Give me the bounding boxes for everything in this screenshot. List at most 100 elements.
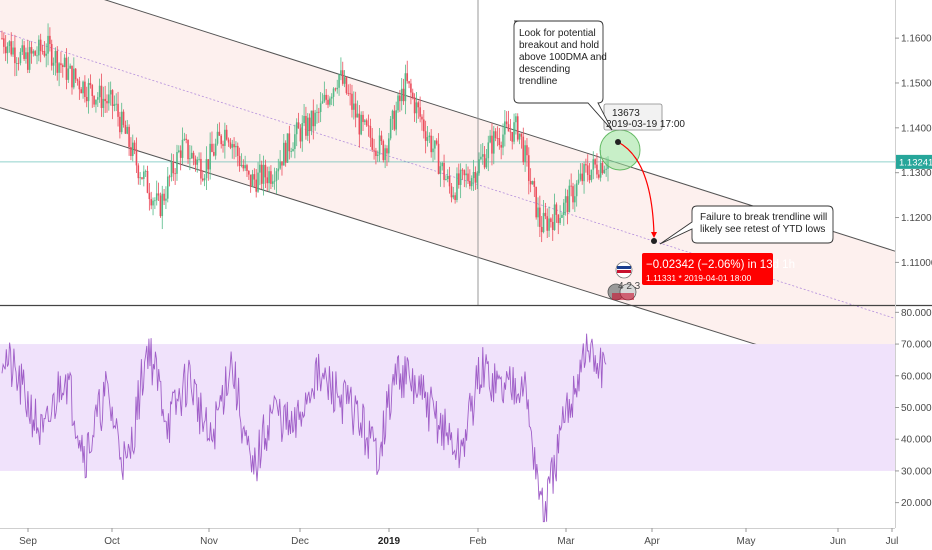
candle-body: [259, 164, 261, 173]
price-axis[interactable]: 1.16000 1.15000 1.14000 1.13000 1.12000 1.110…: [895, 34, 932, 269]
candle-body: [586, 165, 589, 175]
candle-body: [25, 52, 27, 59]
candle-body: [492, 131, 495, 154]
candle-body: [207, 159, 210, 170]
callout-breakout-text: Look for potential breakout and hold above…: [519, 28, 607, 87]
rsi-axis[interactable]: 80.0000 70.0000 60.0000 50.0000 40.0000 30.00…: [895, 308, 932, 509]
candle-body: [111, 90, 114, 106]
candle-body: [1, 38, 3, 39]
candle-body: [36, 55, 38, 57]
projection-target-text: 1.11331 * 2019-04-01 18:00: [646, 273, 752, 283]
candle-body: [411, 92, 414, 98]
candle-body: [292, 148, 294, 152]
candle-body: [485, 158, 488, 168]
candle-body: [327, 99, 329, 105]
trend-channel-upper-line[interactable]: [0, 0, 896, 252]
candle-body: [56, 50, 59, 73]
candle-body: [32, 51, 35, 54]
candle-body: [185, 138, 187, 140]
candle-body: [283, 142, 285, 166]
candle-body: [220, 135, 222, 145]
candle-body: [65, 57, 68, 80]
candle-body: [166, 176, 169, 199]
candle-body: [143, 171, 145, 179]
candle-body: [113, 104, 116, 106]
candle-body: [421, 116, 423, 120]
candle-body: [496, 138, 499, 139]
candle-body: [446, 175, 449, 180]
candle-body: [550, 218, 552, 222]
candle-body: [41, 50, 44, 52]
candle-body: [270, 171, 272, 184]
candle-body: [271, 181, 274, 184]
projection-arrow[interactable]: [617, 141, 655, 236]
price-tick-label: 1.13000: [901, 168, 932, 179]
candle-body: [467, 173, 469, 181]
candle-body: [87, 82, 90, 102]
candle-body: [43, 51, 46, 56]
callout-failure-bubble[interactable]: Failure to break trendline will likely se…: [659, 205, 834, 245]
candle-body: [306, 117, 309, 136]
candle-body: [225, 129, 228, 140]
projection-end-point[interactable]: [651, 238, 657, 244]
candle-body: [389, 118, 392, 139]
candle-body: [564, 196, 567, 203]
callout-breakout-bubble[interactable]: Look for potential breakout and hold above…: [513, 20, 613, 131]
candle-body: [190, 152, 193, 159]
candle-body: [19, 51, 22, 64]
candle-body: [246, 165, 248, 171]
candle-body: [251, 174, 254, 187]
trend-channel-lower-line[interactable]: [0, 107, 896, 389]
candle-body: [168, 176, 171, 178]
candle-body: [423, 119, 425, 132]
candle-body: [122, 111, 125, 125]
candle-body: [34, 51, 36, 56]
candle-body: [404, 73, 407, 102]
candle-body: [189, 158, 191, 160]
candle-body: [516, 116, 519, 140]
candle-body: [314, 112, 316, 127]
candle-body: [222, 144, 224, 146]
candle-body: [299, 128, 302, 142]
candle-body: [378, 135, 381, 155]
candle-body: [349, 93, 351, 95]
candle-body: [393, 110, 396, 130]
candle-body: [489, 135, 491, 143]
time-axis[interactable]: Sep Oct Nov Dec 2019 Feb Mar Apr May Jun Jul: [19, 528, 898, 547]
candle-body: [165, 198, 167, 201]
event-markers[interactable]: 4 2 3: [607, 261, 641, 301]
candle-body: [470, 178, 473, 187]
candle-body: [369, 125, 372, 138]
candle-body: [211, 143, 213, 152]
candle-body: [343, 77, 346, 84]
candle-body: [183, 138, 186, 140]
candle-body: [568, 185, 571, 213]
candle-body: [362, 114, 364, 123]
candle-body: [566, 196, 569, 213]
candle-body: [73, 68, 75, 88]
candle-body: [231, 144, 234, 148]
candle-body: [144, 170, 147, 172]
candle-body: [284, 142, 287, 163]
candle-body: [461, 169, 464, 171]
candle-body: [76, 79, 79, 81]
rsi-tick-label: 50.0000: [901, 403, 932, 414]
time-tick-label: Jul: [886, 536, 899, 547]
projection-start-point[interactable]: [615, 139, 621, 145]
candle-body: [439, 166, 442, 175]
candle-body: [603, 169, 606, 174]
trend-channel-fill: [0, 0, 895, 388]
candle-body: [358, 113, 361, 135]
candle-body: [80, 89, 83, 94]
candle-body: [408, 81, 410, 84]
candle-body: [161, 193, 164, 217]
current-price-text: 1.13241: [899, 157, 932, 168]
candle-body: [176, 152, 178, 174]
candle-body: [264, 164, 267, 178]
candle-body: [275, 171, 278, 181]
price-tick-label: 1.11000: [901, 258, 932, 269]
candle-body: [597, 174, 600, 178]
candle-body: [402, 88, 405, 102]
candle-body: [102, 98, 105, 108]
